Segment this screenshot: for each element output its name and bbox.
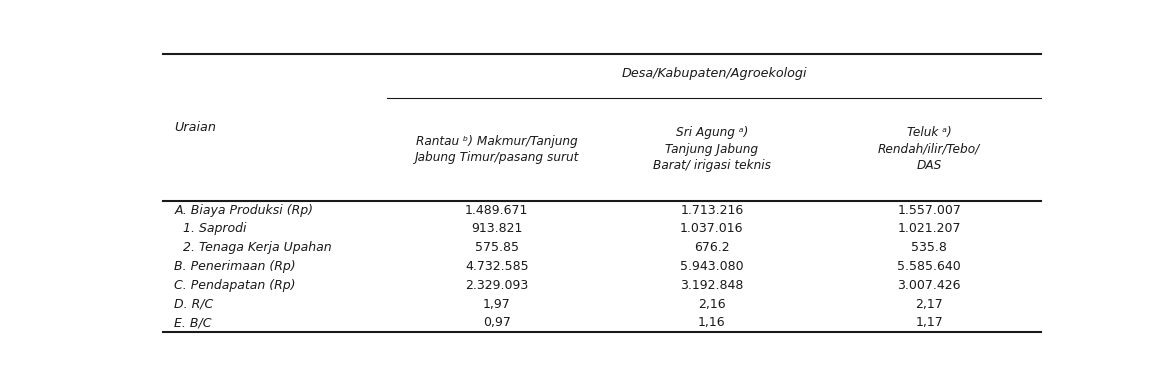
Text: 5.943.080: 5.943.080 <box>680 260 744 273</box>
Text: Uraian: Uraian <box>174 121 216 134</box>
Text: 2,17: 2,17 <box>915 298 944 310</box>
Text: 1.021.207: 1.021.207 <box>898 222 961 235</box>
Text: 3.007.426: 3.007.426 <box>898 279 961 292</box>
Text: 2.329.093: 2.329.093 <box>465 279 529 292</box>
Text: 535.8: 535.8 <box>912 241 947 254</box>
Text: 2. Tenaga Kerja Upahan: 2. Tenaga Kerja Upahan <box>183 241 331 254</box>
Text: 0,97: 0,97 <box>483 317 511 329</box>
Text: 1,97: 1,97 <box>483 298 511 310</box>
Text: D. R/C: D. R/C <box>174 298 214 310</box>
Text: 2,16: 2,16 <box>698 298 726 310</box>
Text: 1. Saprodi: 1. Saprodi <box>183 222 247 235</box>
Text: Rantau ᵇ) Makmur/Tanjung
Jabung Timur/pasang surut: Rantau ᵇ) Makmur/Tanjung Jabung Timur/pa… <box>415 135 579 164</box>
Text: 1,17: 1,17 <box>915 317 944 329</box>
Text: 1.489.671: 1.489.671 <box>465 204 529 217</box>
Text: Sri Agung ᵃ)
Tanjung Jabung
Barat/ irigasi teknis: Sri Agung ᵃ) Tanjung Jabung Barat/ iriga… <box>653 127 771 173</box>
Text: 1.557.007: 1.557.007 <box>898 204 961 217</box>
Text: C. Pendapatan (Rp): C. Pendapatan (Rp) <box>174 279 296 292</box>
Text: 1,16: 1,16 <box>698 317 726 329</box>
Text: E. B/C: E. B/C <box>174 317 211 329</box>
Text: 1.037.016: 1.037.016 <box>680 222 744 235</box>
Text: 575.85: 575.85 <box>475 241 519 254</box>
Text: 3.192.848: 3.192.848 <box>680 279 744 292</box>
Text: Teluk ᵃ)
Rendah/ilir/Tebo/
DAS: Teluk ᵃ) Rendah/ilir/Tebo/ DAS <box>878 127 980 173</box>
Text: 913.821: 913.821 <box>471 222 523 235</box>
Text: 676.2: 676.2 <box>694 241 730 254</box>
Text: 5.585.640: 5.585.640 <box>898 260 961 273</box>
Text: 1.713.216: 1.713.216 <box>680 204 744 217</box>
Text: 4.732.585: 4.732.585 <box>465 260 529 273</box>
Text: Desa/Kabupaten/Agroekologi: Desa/Kabupaten/Agroekologi <box>622 67 807 80</box>
Text: B. Penerimaan (Rp): B. Penerimaan (Rp) <box>174 260 296 273</box>
Text: A. Biaya Produksi (Rp): A. Biaya Produksi (Rp) <box>174 204 314 217</box>
